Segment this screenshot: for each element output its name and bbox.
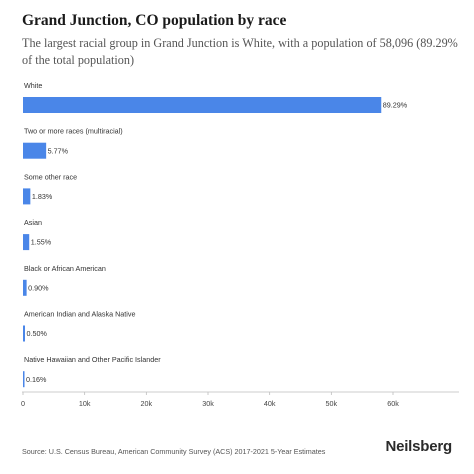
data-label: 0.50%: [27, 329, 48, 338]
data-label: 89.29%: [383, 101, 408, 110]
x-tick-label: 10k: [79, 399, 91, 408]
bar: [23, 325, 26, 342]
data-label: 5.77%: [48, 146, 69, 155]
bar: [23, 188, 31, 205]
category-label: Two or more races (multiracial): [24, 127, 123, 136]
category-label: Asian: [24, 218, 42, 227]
category-label: Some other race: [24, 172, 77, 181]
brand-logo: Neilsberg: [385, 438, 452, 455]
data-label: 1.55%: [31, 238, 52, 247]
category-label: American Indian and Alaska Native: [24, 310, 135, 319]
data-label: 1.83%: [32, 192, 53, 201]
source-note: Source: U.S. Census Bureau, American Com…: [22, 447, 326, 456]
category-label: Native Hawaiian and Other Pacific Island…: [24, 355, 161, 364]
bar: [23, 97, 382, 113]
category-label: White: [24, 81, 42, 90]
x-tick-label: 0: [21, 399, 25, 408]
bar: [23, 371, 25, 388]
x-tick-label: 50k: [326, 399, 338, 408]
chart-title: Grand Junction, CO population by race: [22, 12, 287, 29]
x-tick-label: 20k: [141, 399, 153, 408]
x-tick-label: 60k: [387, 399, 399, 408]
data-label: 0.90%: [28, 283, 49, 292]
category-label: Black or African American: [24, 264, 106, 273]
bar: [23, 279, 27, 296]
bar: [23, 234, 30, 251]
chart-subtitle: The largest racial group in Grand Juncti…: [22, 36, 458, 67]
data-label: 0.16%: [26, 375, 47, 384]
x-tick-label: 30k: [202, 399, 214, 408]
x-tick-label: 40k: [264, 399, 276, 408]
bar: [23, 142, 47, 159]
